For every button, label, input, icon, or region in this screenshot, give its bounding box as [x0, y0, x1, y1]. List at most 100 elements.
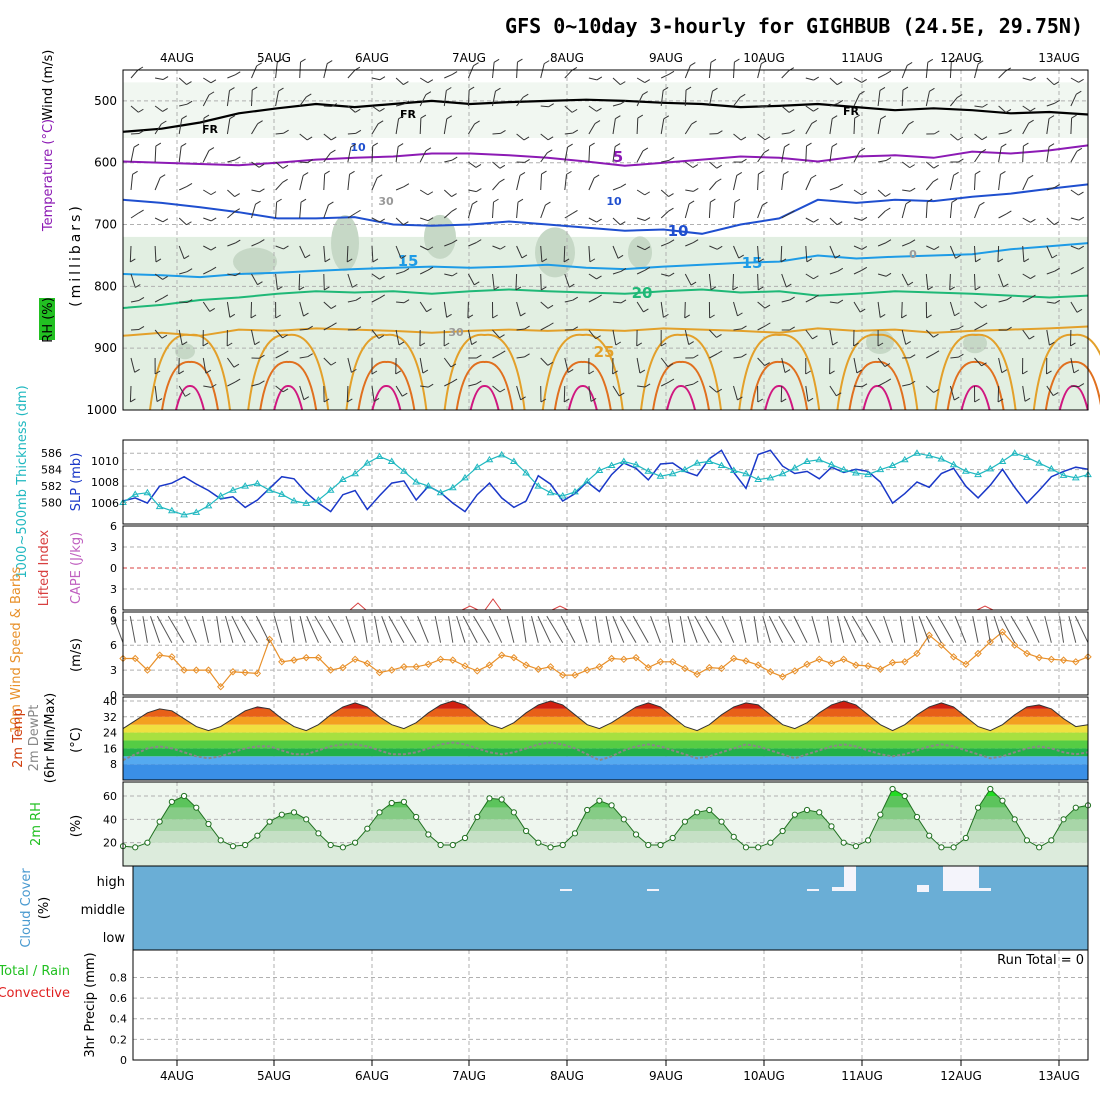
upper-wind-barb-flag: [451, 193, 457, 198]
upper-wind-barb-flag: [688, 341, 694, 345]
upper-wind-barb: [805, 329, 813, 340]
upper-wind-barb: [371, 177, 378, 191]
stability-tick: 0: [110, 562, 117, 575]
isotherm-35-arc: [764, 385, 795, 411]
sfc-wind-barb: [112, 615, 124, 643]
sfc-wind-barb: [255, 615, 271, 643]
wind-speed-point: [180, 666, 188, 674]
upper-wind-barb-flag: [347, 398, 353, 403]
upper-wind-barb-flag: [644, 266, 651, 271]
upper-wind-barb: [371, 77, 381, 81]
upper-wind-barb-flag: [355, 296, 362, 301]
isotherm-30-arc: [553, 360, 612, 411]
rh-point: [865, 837, 872, 844]
upper-wind-barb: [1022, 178, 1029, 191]
rh-point: [242, 841, 249, 849]
upper-wind-barb: [154, 217, 164, 223]
upper-wind-barb-flag: [788, 108, 795, 113]
isotherm-25-arc: [541, 333, 624, 411]
upper-wind-barb: [853, 189, 862, 196]
sfc-wind-barb: [546, 615, 564, 643]
upper-wind-barb: [467, 65, 474, 79]
upper-wind-barb-flag: [351, 368, 357, 373]
contour-label: 5: [613, 148, 623, 166]
cloud-gap: [844, 866, 856, 891]
sfc-wind-barb: [537, 615, 551, 643]
lifted-index-mark: [551, 605, 569, 611]
upper-wind-barb: [612, 77, 621, 86]
upper-wind-barb-flag: [662, 87, 669, 91]
upper-wind-barb-flag: [710, 58, 717, 63]
ylabel-temp-unit-text: (°C): [69, 727, 84, 753]
upper-wind-barb: [1046, 146, 1050, 163]
upper-wind-barb-flag: [298, 286, 305, 291]
upper-wind-barb: [1070, 385, 1079, 388]
upper-wind-barb-flag: [474, 120, 480, 125]
upper-wind-barb: [540, 133, 549, 141]
upper-wind-barb-flag: [330, 305, 337, 309]
thickness-point: [778, 469, 787, 477]
upper-wind-barb-flag: [427, 217, 434, 222]
isotherm-30-arc: [357, 360, 416, 411]
upper-wind-barb: [829, 217, 838, 226]
upper-wind-barb: [299, 202, 302, 219]
upper-wind-barb-flag: [709, 314, 715, 319]
wind-speed-point: [253, 669, 262, 678]
upper-wind-barb-flag: [885, 157, 892, 161]
sfc-wind-barb: [837, 616, 845, 643]
rh-shading-blob: [175, 343, 195, 360]
rh-point: [193, 804, 200, 811]
upper-wind-barb-flag: [861, 246, 868, 250]
upper-wind-barb-flag: [257, 281, 263, 286]
upper-wind-barb: [564, 213, 573, 219]
upper-wind-barb-flag: [282, 388, 289, 393]
upper-wind-barb: [974, 63, 979, 79]
upper-wind-barb-flag: [765, 322, 771, 327]
wind-speed-point: [827, 659, 836, 668]
upper-wind-barb-flag: [644, 383, 651, 388]
x-tick-top: 10AUG: [743, 51, 785, 65]
upper-wind-barb-flag: [588, 370, 595, 375]
upper-wind-barb: [227, 74, 236, 79]
sfc-wind-barb: [612, 615, 625, 643]
upper-wind-barb-flag: [692, 380, 699, 385]
upper-wind-barb-flag: [475, 163, 482, 168]
upper-wind-barb: [588, 245, 591, 262]
thickness-point: [656, 472, 665, 479]
rh-point: [755, 844, 762, 851]
upper-wind-barb: [251, 204, 256, 219]
thickness-point: [974, 470, 982, 478]
upper-wind-barb-flag: [1001, 369, 1008, 374]
upper-wind-barb: [733, 245, 740, 259]
upper-wind-barb-flag: [352, 283, 358, 288]
upper-wind-barb-flag: [226, 342, 233, 347]
upper-wind-barb-flag: [202, 342, 209, 347]
thickness-point: [803, 457, 811, 464]
upper-wind-barb-flag: [813, 76, 819, 81]
rh-point: [388, 799, 395, 807]
contour-label: 30: [378, 195, 394, 208]
upper-wind-barb: [781, 146, 785, 163]
upper-wind-barb-flag: [980, 148, 987, 153]
thickness-point: [534, 482, 543, 489]
sfc-wind-barb: [1000, 615, 1016, 643]
rh-point: [718, 818, 725, 825]
upper-wind-barb: [925, 161, 935, 169]
sfc-wind-barb: [650, 615, 661, 643]
upper-wind-barb-flag: [397, 143, 404, 147]
rh-point: [1048, 837, 1055, 844]
sfc-wind-barb: [129, 616, 136, 643]
upper-wind-barb-flag: [764, 362, 770, 366]
upper-wind-barb: [275, 202, 278, 219]
upper-wind-barb-flag: [596, 76, 603, 81]
upper-wind-barb-flag: [355, 326, 362, 331]
sfc-wind-barb: [594, 616, 600, 643]
wind-speed-point: [351, 655, 359, 664]
upper-wind-barb-flag: [958, 158, 964, 163]
lifted-index-mark: [484, 598, 502, 611]
thickness-point: [180, 510, 188, 518]
ylabel-cloud: Cloud Cover: [19, 868, 34, 948]
upper-wind-barb: [829, 77, 838, 86]
sfc-wind-barb: [705, 615, 722, 643]
isotherm-30-arc: [1044, 360, 1100, 411]
